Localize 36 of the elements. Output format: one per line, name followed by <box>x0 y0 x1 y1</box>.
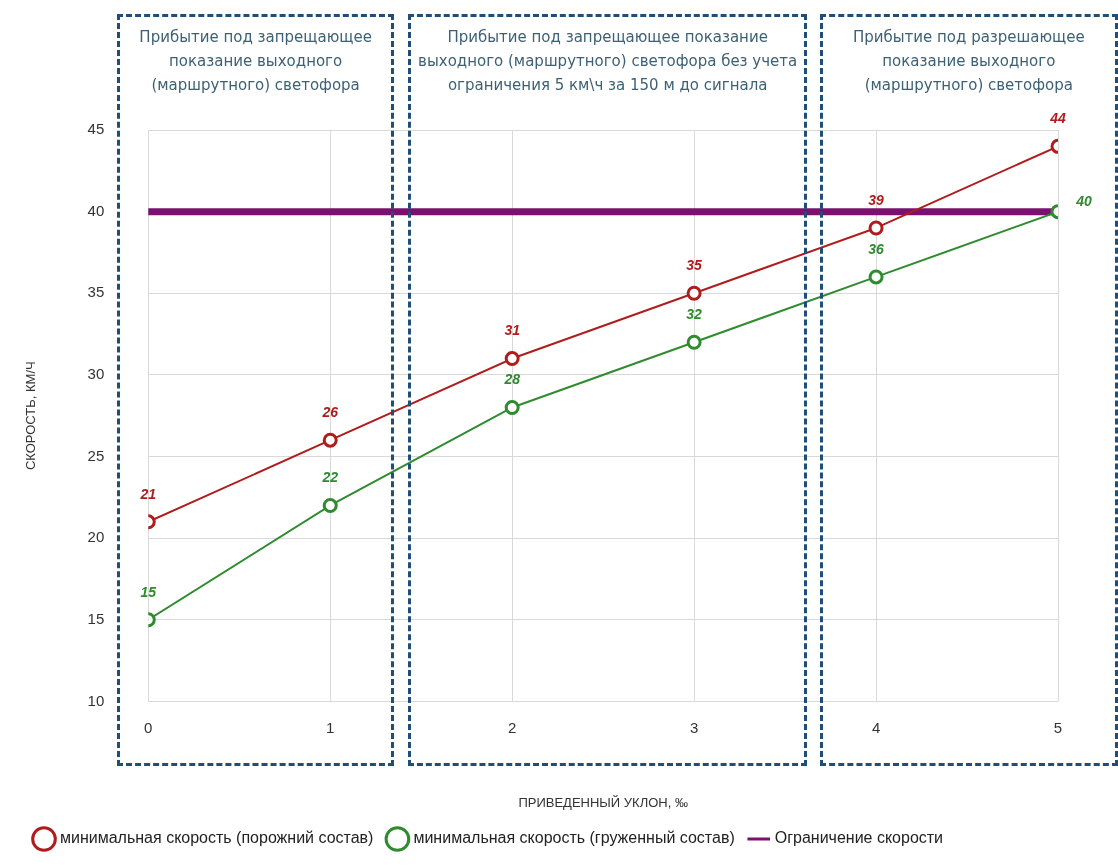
x-tick-label: 5 <box>1053 718 1063 736</box>
point <box>504 351 520 367</box>
data-label: 21 <box>139 485 157 502</box>
y-tick-label: 45 <box>87 120 105 138</box>
data-label: 40 <box>1075 193 1092 210</box>
y-tick-label: 35 <box>87 283 105 301</box>
legend-label: Ограничение скорости <box>774 829 944 847</box>
data-label: 26 <box>321 404 339 421</box>
data-label: 31 <box>504 322 521 339</box>
y-tick-label: 20 <box>87 528 105 546</box>
legend-label: минимальная скорость (порожний состав) <box>60 829 374 847</box>
data-label: 32 <box>686 306 703 323</box>
y-tick-label: 25 <box>87 446 105 464</box>
x-tick-label: 4 <box>871 718 881 736</box>
legend-label: минимальная скорость (груженный состав) <box>413 829 735 847</box>
y-tick-label: 10 <box>87 691 105 709</box>
point <box>686 334 702 350</box>
y-tick-label: 30 <box>87 365 105 383</box>
data-label: 28 <box>503 371 521 388</box>
x-axis-title: ПРИВЕДЕННЫЙ УКЛОН, ‰ <box>518 794 688 810</box>
data-label: 35 <box>686 257 703 274</box>
y-axis-title: СКОРОСТЬ, КМ/Ч <box>23 361 39 471</box>
x-tick-label: 3 <box>689 718 699 736</box>
data-label: 22 <box>321 469 339 486</box>
x-tick-label: 2 <box>508 718 517 736</box>
point <box>504 400 520 416</box>
data-label: 44 <box>1049 110 1066 127</box>
point <box>686 285 702 301</box>
y-tick-label: 40 <box>87 201 105 219</box>
x-tick-label: 0 <box>144 718 153 736</box>
text: Прибытие под запрещающее показание выходного (маршрутного) светофора без учета ограничения 5 км\ч за 150 м до сигнала <box>418 28 798 94</box>
data-label: 15 <box>140 583 157 600</box>
data-label: 36 <box>868 240 885 257</box>
data-label: 39 <box>868 191 885 208</box>
x-tick-label: 1 <box>326 718 335 736</box>
y-tick-label: 15 <box>87 609 105 627</box>
